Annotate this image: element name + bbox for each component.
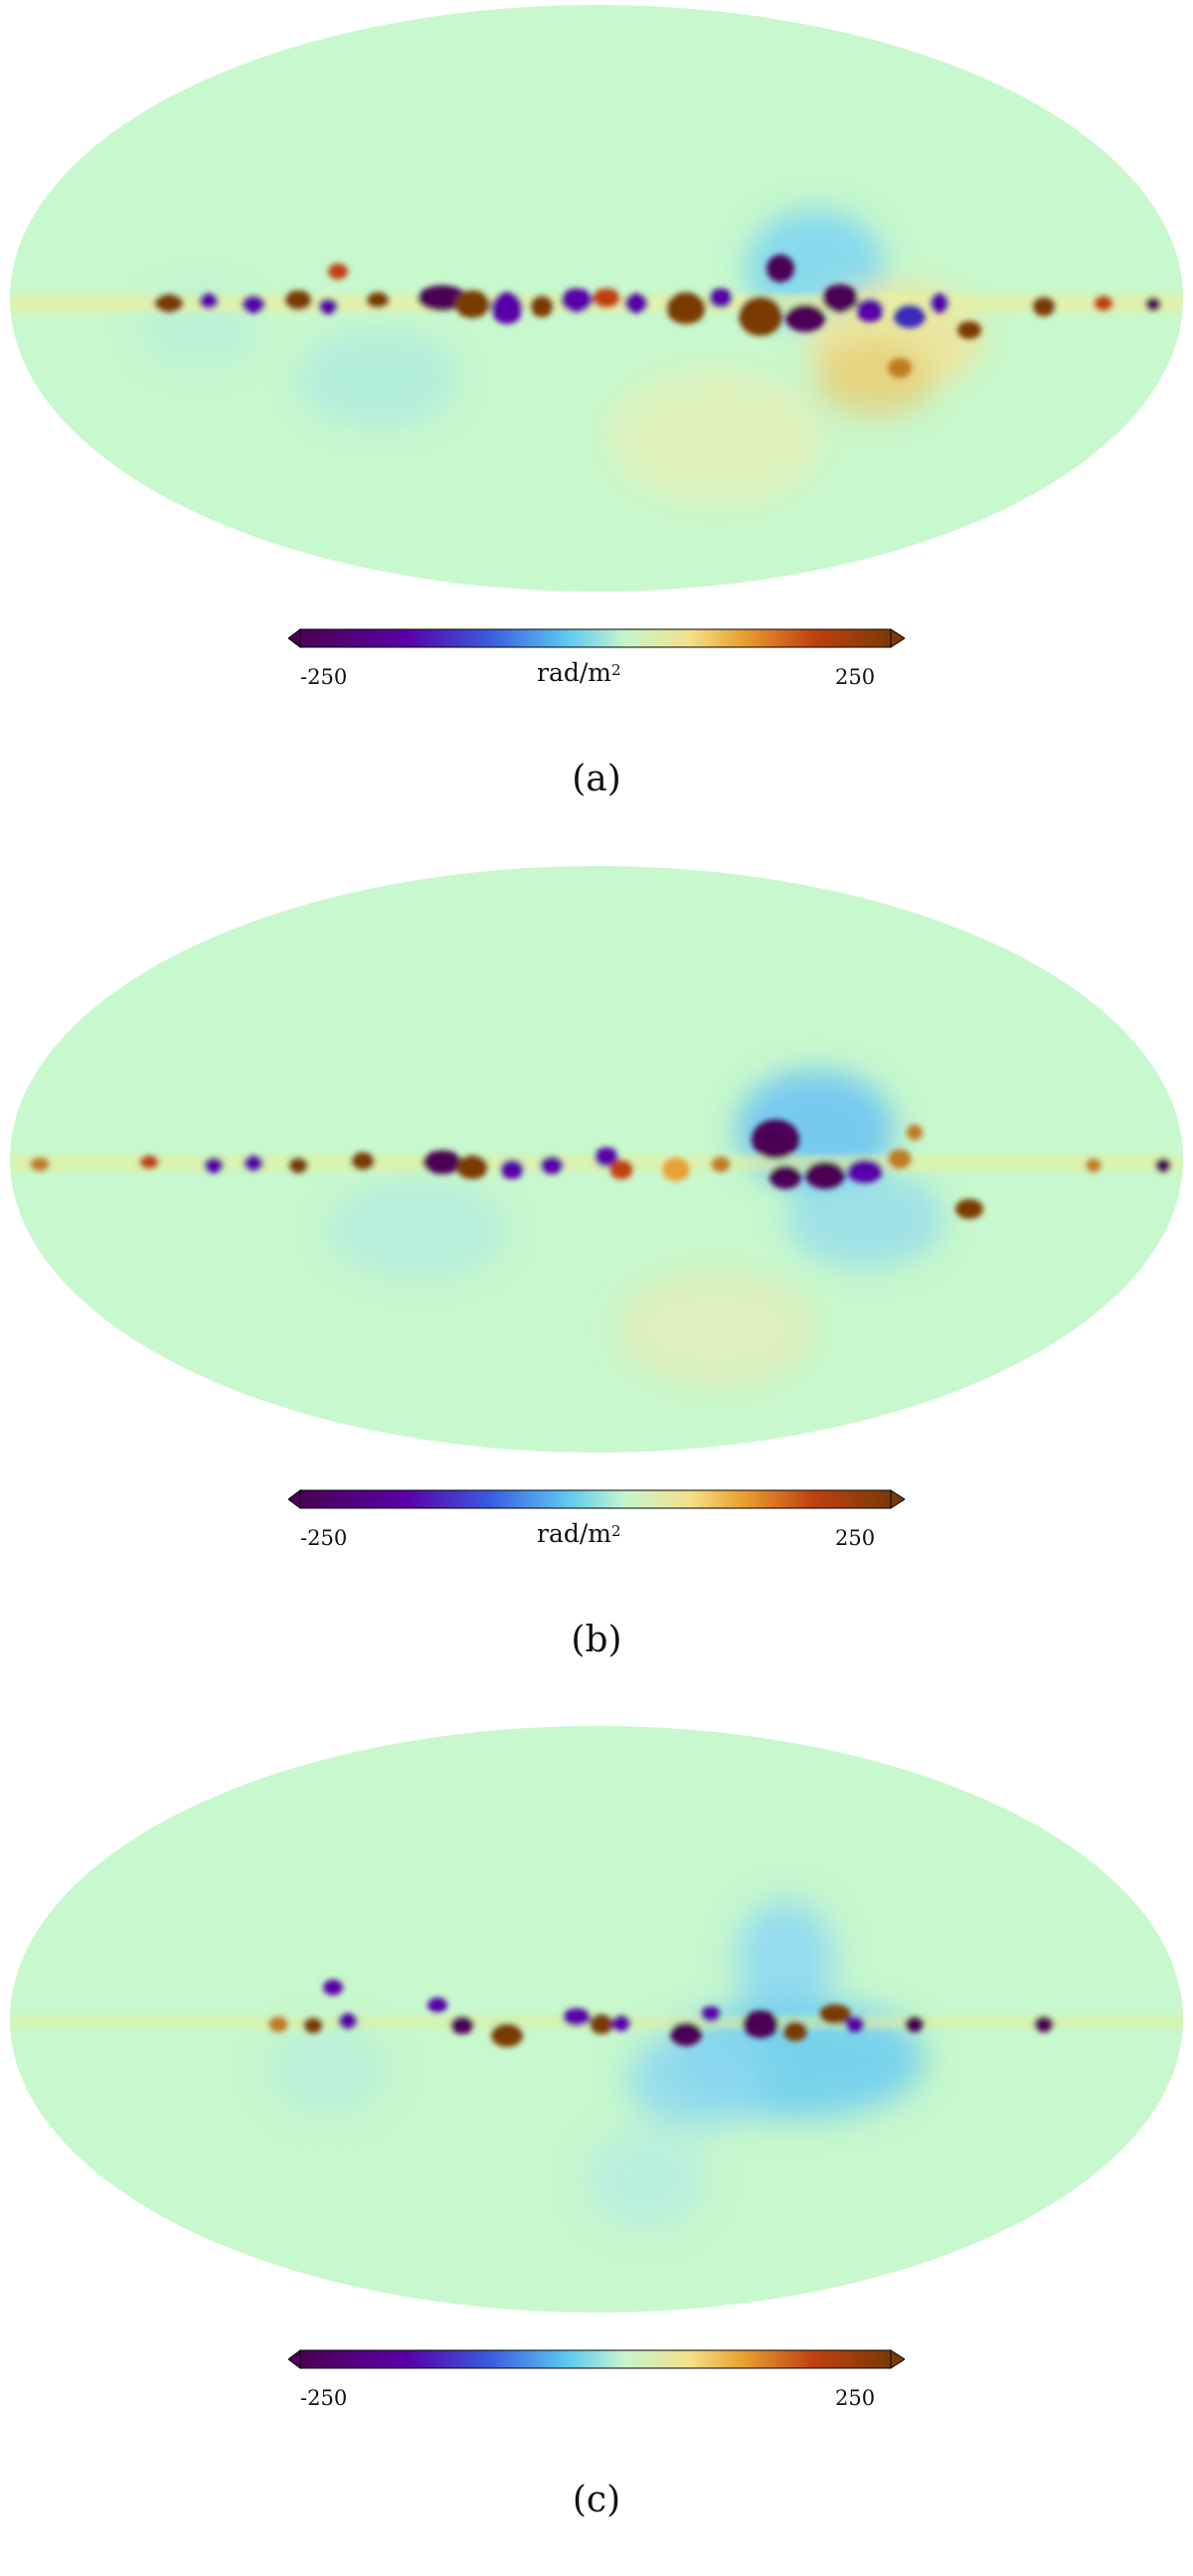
colorbar-unit-label: rad/m2 <box>537 658 621 687</box>
colorbar-max-arrow <box>890 1489 905 1509</box>
colorbar-max-label: 250 <box>835 1526 876 1550</box>
colorbar-b <box>288 1489 905 1509</box>
colorbar-min-label: -250 <box>300 2386 348 2410</box>
panel-b: -250 rad/m2 250 (b) <box>0 861 1193 1716</box>
panel-caption-a: (a) <box>572 759 621 799</box>
panel-a: -250 rad/m2 250 (a) <box>0 0 1193 855</box>
colorbar-gradient <box>299 2349 892 2369</box>
sky-map-a <box>10 5 1183 592</box>
galactic-plane-band <box>10 255 1183 378</box>
colorbar-max-arrow <box>890 2349 905 2369</box>
colorbar-max-arrow <box>890 628 905 648</box>
sky-map-b <box>10 866 1183 1453</box>
panel-c: -250 250 (c) <box>0 1721 1193 2576</box>
colorbar-c <box>288 2349 905 2369</box>
galactic-plane-band <box>10 1119 1183 1219</box>
galactic-plane-band <box>10 1979 1183 2047</box>
colorbar-gradient <box>299 628 892 648</box>
colorbar-min-arrow <box>288 628 301 648</box>
colorbar-max-label: 250 <box>835 2386 876 2410</box>
colorbar-a <box>288 628 905 648</box>
colorbar-max-label: 250 <box>835 665 876 689</box>
panel-caption-b: (b) <box>571 1620 622 1660</box>
sky-map-c <box>10 1726 1183 2313</box>
colorbar-gradient <box>299 1489 892 1509</box>
colorbar-min-arrow <box>288 2349 301 2369</box>
colorbar-min-label: -250 <box>300 665 348 689</box>
colorbar-min-label: -250 <box>300 1526 348 1550</box>
colorbar-unit-label: rad/m2 <box>537 1519 621 1548</box>
panel-caption-c: (c) <box>572 2480 621 2520</box>
colorbar-min-arrow <box>288 1489 301 1509</box>
